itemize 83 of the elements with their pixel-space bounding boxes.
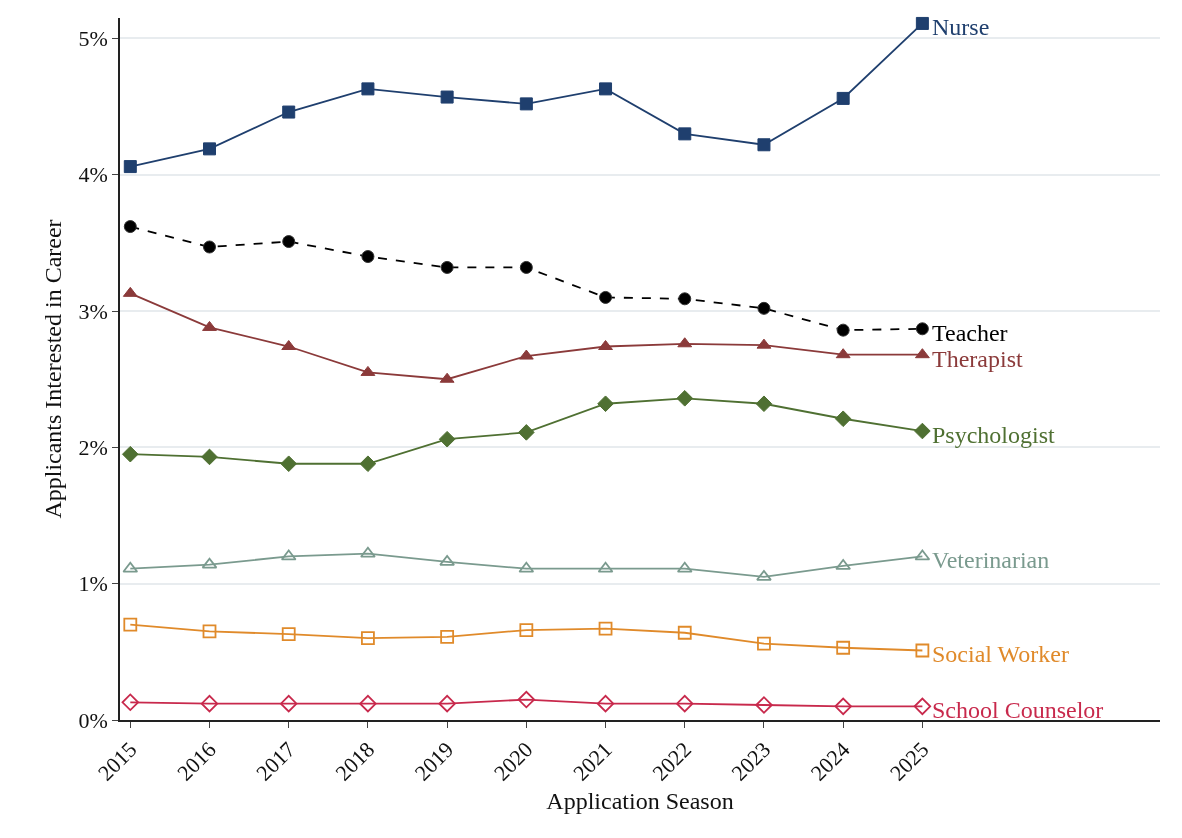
point [122,561,139,573]
point [361,250,375,264]
point [755,395,773,413]
point [915,322,929,336]
point [519,97,533,111]
x-tick-label: 2021 [568,736,617,786]
point [282,235,296,249]
point [519,623,534,637]
point [597,395,614,413]
series-label: Social Worker [932,641,1069,667]
point [834,410,852,428]
point [201,557,218,569]
point [440,629,455,644]
point [202,624,217,639]
point [676,390,694,407]
point [914,422,931,440]
point [757,636,771,651]
point [361,631,375,646]
point [518,561,535,573]
point [122,445,139,463]
point [756,569,772,581]
point [202,320,217,331]
point [282,105,296,119]
point [755,696,773,714]
point [121,693,139,711]
point [836,323,850,337]
point [361,82,375,96]
point [677,625,692,640]
point [519,260,533,274]
point [123,220,137,234]
series-label: School Counselor [932,697,1104,723]
point [123,160,137,174]
point [517,690,536,709]
point [598,340,613,351]
y-tick-label: 4% [78,162,108,188]
point [597,561,614,573]
point [360,546,376,558]
series-label: Psychologist [932,422,1056,448]
point [280,694,298,713]
y-tick-label: 3% [78,298,108,324]
point [439,554,455,566]
point [913,697,932,716]
point [596,694,615,713]
point [676,561,693,573]
point [914,549,931,561]
point [359,694,377,713]
point [599,290,613,304]
x-axis-title: Application Season [546,788,734,815]
point [678,292,692,306]
point [836,640,851,655]
point [200,694,219,713]
point [440,260,454,274]
point [915,16,929,30]
point [676,694,694,713]
point [281,627,296,642]
point [123,617,138,632]
point [836,91,850,105]
point [203,240,216,254]
point [599,82,613,96]
point [359,455,377,473]
series-label: Nurse [932,14,990,40]
y-tick-label: 1% [78,571,108,597]
y-tick-label: 2% [78,435,108,461]
point [678,127,692,141]
point [834,697,852,716]
point [518,424,535,441]
point [280,549,297,561]
y-tick-label: 0% [78,707,108,733]
point [598,621,613,636]
point [757,301,771,315]
point [915,643,930,658]
point [203,142,216,156]
y-tick-label: 5% [78,26,108,52]
point [201,448,218,466]
point [438,694,456,713]
point [280,455,298,473]
y-axis-title: Applicants Interested in Career [40,219,67,519]
point [438,430,456,448]
series-label: Therapist [932,346,1023,372]
point [757,138,771,152]
point [440,90,454,104]
series-label: Teacher [932,320,1008,346]
series-label: Veterinarian [932,547,1050,573]
